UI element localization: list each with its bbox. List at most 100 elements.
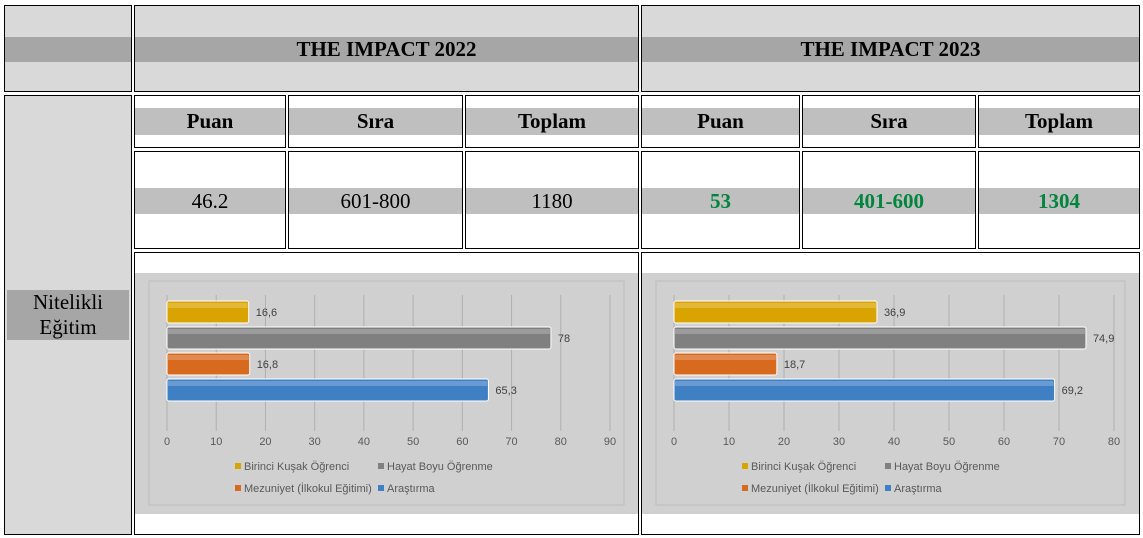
x-tick-label: 10 <box>210 436 222 448</box>
x-tick-label: 40 <box>888 436 900 448</box>
year-title-2023: THE IMPACT 2023 <box>800 37 981 61</box>
x-tick-label: 10 <box>723 436 735 448</box>
plot-frame <box>148 280 625 506</box>
value-text: 46.2 <box>191 188 229 213</box>
x-tick-label: 30 <box>309 436 321 448</box>
col-header-band: Sıra <box>289 108 462 135</box>
col-header-band: Sıra <box>803 108 975 135</box>
col-header-2023-toplam: Toplam <box>978 95 1140 148</box>
x-tick-label: 70 <box>505 436 517 448</box>
bar <box>673 300 878 324</box>
bar-chart-2022: 0 10 20 30 40 50 60 70 80 90 16,6 78 16,8 65,3 Birinci… <box>148 280 625 506</box>
chart-area-2022: 0 10 20 30 40 50 60 70 80 90 16,6 78 16,8 65,3 Birinci… <box>135 273 638 514</box>
value-2023-sira: 401-600 <box>802 151 976 249</box>
bar-highlight <box>168 303 248 308</box>
value-band: 401-600 <box>803 188 975 214</box>
bar-highlight <box>168 355 249 360</box>
value-band: 53 <box>642 188 799 214</box>
legend-swatch <box>235 463 241 469</box>
x-tick-label: 70 <box>1053 436 1065 448</box>
data-label: 74,9 <box>1093 333 1114 345</box>
bar <box>673 352 778 376</box>
legend-label: Birinci Kuşak Öğrenci <box>244 461 349 473</box>
value-text: 401-600 <box>854 188 924 213</box>
legend-swatch <box>235 485 241 491</box>
year-header-2023: THE IMPACT 2023 <box>641 5 1140 92</box>
bar <box>673 326 1087 350</box>
value-band: 1304 <box>979 188 1139 214</box>
plot-frame <box>655 280 1126 506</box>
bar <box>166 326 552 350</box>
col-header-label: Puan <box>697 109 744 133</box>
legend-swatch <box>885 463 891 469</box>
col-header-2023-puan: Puan <box>641 95 800 148</box>
value-2023-puan: 53 <box>641 151 800 249</box>
col-header-band: Puan <box>642 108 799 135</box>
legend-label: Birinci Kuşak Öğrenci <box>751 461 856 473</box>
x-tick-label: 0 <box>671 436 677 448</box>
value-text: 53 <box>710 188 731 213</box>
data-label: 69,2 <box>1062 385 1083 397</box>
col-header-2022-sira: Sıra <box>288 95 463 148</box>
data-label: 18,7 <box>784 359 805 371</box>
x-tick-label: 50 <box>943 436 955 448</box>
value-band: 46.2 <box>135 188 285 214</box>
bar-highlight <box>675 381 1054 386</box>
bar <box>166 352 251 376</box>
value-2023-toplam: 1304 <box>978 151 1140 249</box>
value-band: 601-800 <box>289 188 462 214</box>
corner-band <box>5 37 131 62</box>
year-title-2022: THE IMPACT 2022 <box>296 37 477 61</box>
value-2022-sira: 601-800 <box>288 151 463 249</box>
bar-chart-2023: 0 10 20 30 40 50 60 70 80 36,9 74,9 18,7 69,2 Birinci… <box>655 280 1126 506</box>
x-tick-label: 50 <box>407 436 419 448</box>
data-label: 36,9 <box>884 307 905 319</box>
row-label-line1: Nitelikli <box>33 290 103 314</box>
bar-highlight <box>675 355 776 360</box>
legend-swatch <box>742 485 748 491</box>
bar <box>166 378 489 402</box>
row-label-cell: Nitelikli Eğitim <box>4 95 132 535</box>
x-tick-label: 80 <box>555 436 567 448</box>
col-header-2023-sira: Sıra <box>802 95 976 148</box>
legend-label: Hayat Boyu Öğrenme <box>387 461 493 473</box>
col-header-label: Sıra <box>356 109 395 133</box>
data-label: 78 <box>558 333 570 345</box>
col-header-2022-puan: Puan <box>134 95 286 148</box>
x-tick-label: 90 <box>604 436 616 448</box>
value-band: 1180 <box>466 188 638 214</box>
x-tick-label: 40 <box>358 436 370 448</box>
x-tick-label: 30 <box>833 436 845 448</box>
legend-label: Araştırma <box>387 483 436 495</box>
x-tick-label: 20 <box>778 436 790 448</box>
legend-label: Hayat Boyu Öğrenme <box>894 461 1000 473</box>
col-header-label: Toplam <box>517 109 587 133</box>
value-text: 1304 <box>1038 188 1080 213</box>
value-2022-toplam: 1180 <box>465 151 639 249</box>
x-tick-label: 0 <box>164 436 170 448</box>
x-tick-label: 20 <box>259 436 271 448</box>
legend-swatch <box>885 485 891 491</box>
value-text: 1180 <box>531 188 573 213</box>
col-header-band: Toplam <box>979 108 1139 135</box>
col-header-label: Toplam <box>1024 109 1094 133</box>
col-header-2022-toplam: Toplam <box>465 95 639 148</box>
legend-swatch <box>742 463 748 469</box>
chart-cell-2022: 0 10 20 30 40 50 60 70 80 90 16,6 78 16,8 65,3 Birinci… <box>134 252 639 535</box>
bar-highlight <box>675 303 876 308</box>
x-tick-label: 80 <box>1108 436 1120 448</box>
year-header-2022: THE IMPACT 2022 <box>134 5 639 92</box>
x-tick-label: 60 <box>998 436 1010 448</box>
bar <box>166 300 250 324</box>
data-label: 16,8 <box>257 359 278 371</box>
col-header-band: Toplam <box>466 108 638 135</box>
chart-cell-2023: 0 10 20 30 40 50 60 70 80 36,9 74,9 18,7 69,2 Birinci… <box>641 252 1140 535</box>
bar-highlight <box>675 329 1085 334</box>
col-header-label: Puan <box>186 109 234 133</box>
legend-label: Mezuniyet (İlkokul Eğitimi) <box>244 482 372 495</box>
legend-swatch <box>378 485 384 491</box>
bar-highlight <box>168 329 550 334</box>
row-label: Nitelikli Eğitim <box>7 290 129 340</box>
year-header-2022-band: THE IMPACT 2022 <box>135 37 638 62</box>
bar <box>673 378 1056 402</box>
